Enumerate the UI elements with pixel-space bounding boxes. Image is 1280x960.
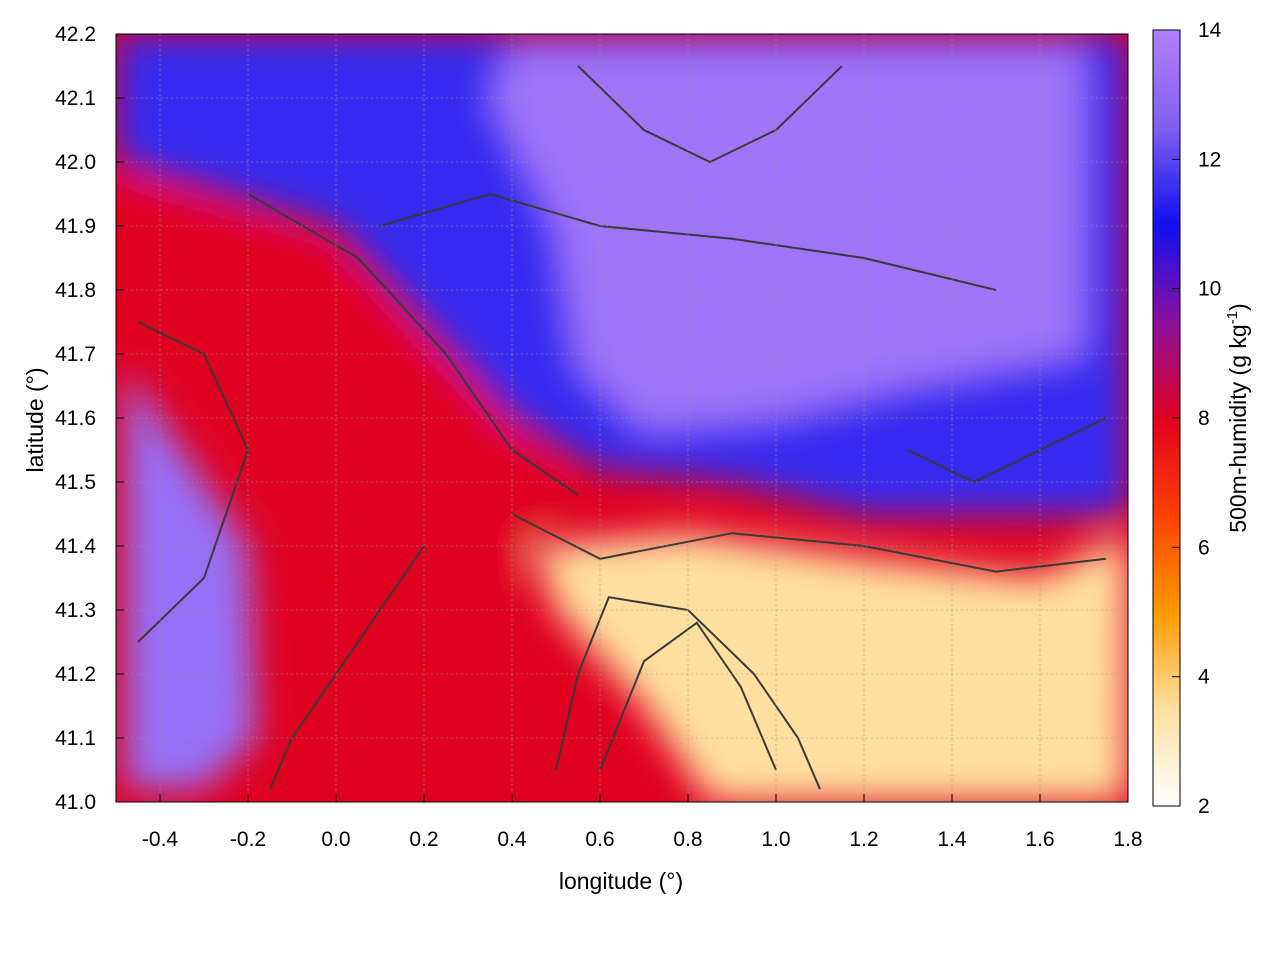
colorbar-ticks: 2 4 6 8 10 12 14 xyxy=(1172,19,1222,818)
y-tick-label: 41.3 xyxy=(55,599,96,622)
y-tick-label: 41.5 xyxy=(55,471,96,494)
colorbar-tick-label: 10 xyxy=(1198,278,1221,301)
field-region-north-plateau xyxy=(490,46,1084,431)
x-tick-label: 1.8 xyxy=(1113,828,1142,851)
colorbar: 2 4 6 8 10 12 14 xyxy=(1152,19,1222,818)
y-axis-ticks: 41.0 41.1 41.2 41.3 41.4 41.5 41.6 41.7 41.8 41.9… xyxy=(55,23,124,814)
colorbar-tick-label: 12 xyxy=(1198,148,1221,171)
x-tick-label: 1.2 xyxy=(849,828,878,851)
x-tick-label: 0.0 xyxy=(321,828,350,851)
x-tick-label: 1.0 xyxy=(761,828,790,851)
y-tick-label: 41.1 xyxy=(55,727,96,750)
y-tick-label: 41.4 xyxy=(55,535,96,558)
contour-line xyxy=(907,417,1107,484)
colorbar-label-close: ) xyxy=(1225,303,1251,311)
colorbar-tick-label: 2 xyxy=(1198,795,1210,818)
x-tick-label: 0.2 xyxy=(409,828,438,851)
grid-lines xyxy=(116,34,1128,802)
field-region-coastal-strip xyxy=(116,174,556,643)
field-region-southeast-dry xyxy=(534,533,1128,802)
contour-line xyxy=(379,192,997,291)
y-tick-label: 42.1 xyxy=(55,87,96,110)
x-tick-label: 1.4 xyxy=(937,828,967,851)
colorbar-label-exponent: -1 xyxy=(1224,311,1241,324)
x-tick-label: 0.8 xyxy=(673,828,702,851)
y-axis-label: latitude (°) xyxy=(22,367,48,472)
y-tick-label: 41.7 xyxy=(55,343,96,366)
plot-area xyxy=(116,34,1128,802)
y-tick-label: 42.0 xyxy=(55,151,96,174)
contour-line xyxy=(599,621,777,771)
contour-line xyxy=(577,65,843,164)
y-tick-label: 41.8 xyxy=(55,279,96,302)
y-tick-label: 41.9 xyxy=(55,215,96,238)
colorbar-tick-label: 8 xyxy=(1198,407,1210,430)
colorbar-tick-label: 6 xyxy=(1198,536,1210,559)
contour-line xyxy=(511,513,1107,573)
x-tick-label: 0.4 xyxy=(497,828,527,851)
y-tick-label: 41.2 xyxy=(55,663,96,686)
x-tick-label: 0.6 xyxy=(585,828,614,851)
y-tick-label: 41.6 xyxy=(55,407,96,430)
x-tick-label: -0.2 xyxy=(230,828,266,851)
x-axis-label: longitude (°) xyxy=(559,868,683,894)
y-tick-label: 42.2 xyxy=(55,23,96,46)
x-axis-ticks: -0.4 -0.2 0.0 0.2 0.4 0.6 0.8 1.0 1.2 1.4 1.6 1.8 xyxy=(142,794,1143,851)
field-region-southwest-lobe xyxy=(124,366,257,790)
humidity-field-regions xyxy=(116,34,1128,802)
x-tick-label: -0.4 xyxy=(142,828,179,851)
x-tick-label: 1.6 xyxy=(1025,828,1054,851)
colorbar-label: 500m-humidity (g kg-1) xyxy=(1224,303,1251,532)
colorbar-tick-label: 14 xyxy=(1198,19,1222,42)
colorbar-tick-label: 4 xyxy=(1198,666,1210,689)
y-tick-label: 41.0 xyxy=(55,791,96,814)
